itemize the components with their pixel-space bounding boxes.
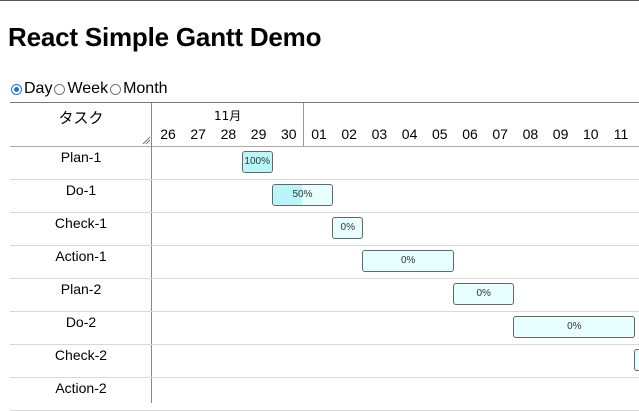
day-header-cell: 10: [583, 126, 599, 142]
day-header-cell: 07: [492, 126, 508, 142]
scale-radio-day[interactable]: [11, 83, 22, 95]
row-divider: [10, 377, 639, 378]
task-progress-label: 0%: [567, 321, 582, 332]
task-name: Action-2: [55, 380, 107, 396]
task-progress-label: 0%: [400, 255, 416, 266]
day-header-cell: 04: [401, 126, 418, 142]
task-progress-label: 50%: [292, 189, 313, 200]
day-header-cell: 02: [341, 126, 357, 142]
row-divider: [10, 311, 639, 312]
scale-option-day[interactable]: Day: [11, 80, 52, 98]
scale-label-week: Week: [67, 80, 109, 97]
task-column-divider: [151, 103, 152, 403]
window-top-border: [0, 0, 639, 1]
day-header-cell: 01: [311, 126, 327, 142]
task-progress-fill: [272, 185, 303, 205]
day-header-cell: 03: [371, 126, 388, 142]
column-resize-icon[interactable]: [141, 135, 151, 145]
scale-label-day: Day: [24, 80, 53, 97]
scale-option-week[interactable]: Week: [54, 80, 108, 98]
task-progress-label: 0%: [340, 222, 355, 233]
day-header-cell: 08: [522, 126, 539, 142]
task-bar[interactable]: 0%: [362, 250, 454, 272]
row-divider: [10, 344, 639, 345]
day-header-cell: 28: [220, 126, 237, 142]
task-bar[interactable]: 50%: [271, 184, 334, 206]
month-header: 11月: [214, 109, 242, 123]
day-header-cell: 27: [190, 126, 206, 142]
row-divider: [10, 278, 639, 279]
task-bar[interactable]: [634, 349, 639, 371]
day-header-cell: 30: [281, 126, 297, 142]
task-column-header: タスク: [58, 109, 104, 127]
day-header-cell: 29: [250, 126, 267, 142]
task-bar[interactable]: 100%: [241, 151, 273, 173]
task-name: Action-1: [55, 248, 107, 264]
month-divider: [303, 103, 304, 147]
day-header-cell: 09: [552, 126, 569, 142]
scale-option-month[interactable]: Month: [110, 80, 168, 98]
task-progress-label: 0%: [476, 288, 491, 299]
scale-radio-week[interactable]: [54, 83, 66, 95]
day-header-cell: 26: [160, 126, 176, 142]
page-title: React Simple Gantt Demo: [8, 22, 322, 52]
task-name: Plan-1: [60, 149, 102, 165]
task-name: Plan-2: [60, 281, 102, 297]
row-divider: [10, 212, 639, 213]
row-divider: [10, 179, 639, 180]
task-name: Check-1: [54, 215, 108, 231]
day-header-cell: 06: [462, 126, 478, 142]
gantt-top-border: [10, 102, 639, 103]
task-name: Do-1: [65, 182, 97, 198]
task-bar[interactable]: 0%: [332, 217, 364, 239]
scale-label-month: Month: [123, 80, 168, 97]
task-name: Check-2: [54, 347, 108, 363]
task-progress-label: 100%: [244, 156, 270, 167]
scale-radio-month[interactable]: [110, 83, 122, 95]
task-bar[interactable]: 0%: [453, 283, 515, 305]
scale-selector: Day Week Month: [11, 79, 170, 99]
day-header-cell: 11: [613, 126, 629, 142]
task-progress-fill: [242, 152, 272, 172]
row-divider: [10, 245, 639, 246]
task-bar[interactable]: 0%: [513, 316, 636, 338]
day-header-cell: 05: [432, 126, 448, 142]
header-bottom-border: [10, 146, 639, 147]
task-name: Do-2: [65, 314, 97, 330]
